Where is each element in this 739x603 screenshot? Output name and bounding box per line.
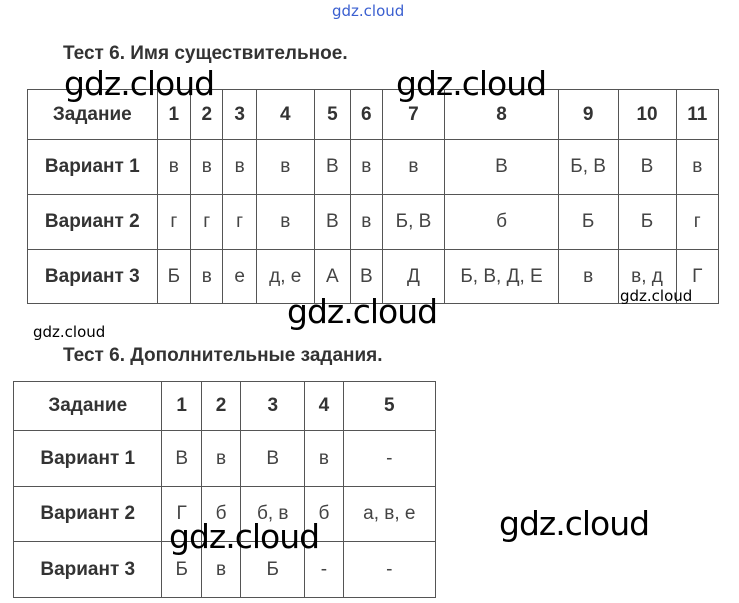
table-cell: Б — [161, 541, 202, 598]
table-cell: б — [200, 486, 242, 542]
table-cell: г — [675, 194, 720, 250]
table-cell: 1 — [156, 89, 192, 140]
row-label: Вариант 1 — [27, 139, 158, 195]
table-cell: 5 — [313, 89, 352, 140]
table-cell: В — [240, 430, 306, 487]
table-cell: В — [350, 249, 383, 304]
table-cell: в — [350, 194, 383, 250]
table-cell: Д — [381, 249, 446, 304]
table-cell: Б, В, Д, Е — [444, 249, 559, 304]
table-cell: в — [350, 139, 383, 195]
header-row: Задание 1 2 3 4 5 — [12, 381, 437, 431]
table-cell: В — [313, 194, 352, 250]
table-cell: в — [255, 139, 315, 195]
table-cell: г — [190, 194, 224, 250]
table-cell: б — [304, 486, 344, 542]
table-cell: Б — [617, 194, 677, 250]
table-cell: Г — [161, 486, 202, 542]
table-cell: в — [557, 249, 619, 304]
table-cell: 5 — [342, 381, 437, 431]
table-cell: Б, В — [381, 194, 446, 250]
row-label: Вариант 2 — [12, 486, 163, 542]
table-cell: 4 — [255, 89, 315, 140]
table-cell: 6 — [350, 89, 383, 140]
table-cell: в — [304, 430, 344, 487]
table-cell: - — [342, 541, 437, 598]
table-cell: в — [255, 194, 315, 250]
row-label: Задание — [12, 381, 163, 431]
table-cell: в, д — [617, 249, 677, 304]
table-cell: Б, В — [557, 139, 619, 195]
table-cell: б — [444, 194, 559, 250]
row-label: Задание — [27, 89, 158, 140]
watermark: gdz.cloud — [33, 323, 106, 341]
table-cell: в — [190, 139, 224, 195]
table-cell: Б — [156, 249, 192, 304]
table-cell: в — [200, 430, 242, 487]
table-cell: в — [222, 139, 257, 195]
table-cell: 9 — [557, 89, 619, 140]
table-cell: Г — [675, 249, 720, 304]
table-cell: В — [617, 139, 677, 195]
table-cell: а, в, е — [342, 486, 437, 542]
table-cell: в — [200, 541, 242, 598]
table-cell: 2 — [190, 89, 224, 140]
table-cell: д, е — [255, 249, 315, 304]
watermark: gdz.cloud — [499, 504, 650, 543]
watermark: gdz.cloud — [332, 2, 405, 20]
row-label: Вариант 3 — [12, 541, 163, 598]
table-cell: В — [161, 430, 202, 487]
row-label: Вариант 1 — [12, 430, 163, 487]
table-cell: - — [304, 541, 344, 598]
table-cell: А — [313, 249, 352, 304]
table-cell: в — [190, 249, 224, 304]
watermark: gdz.cloud — [396, 64, 547, 103]
table-cell: б, в — [240, 486, 306, 542]
watermark: gdz.cloud — [169, 517, 320, 556]
table-cell: 1 — [161, 381, 202, 431]
table-cell: 2 — [200, 381, 242, 431]
table-cell: Б — [240, 541, 306, 598]
table-cell: 3 — [222, 89, 257, 140]
table-cell: в — [675, 139, 720, 195]
table-cell: 3 — [240, 381, 306, 431]
test-title: Тест 6. Имя существительное. — [63, 43, 348, 64]
header-row: Задание 1 2 3 4 5 6 7 8 9 10 11 — [27, 89, 720, 140]
table-cell: В — [313, 139, 352, 195]
table-cell: 4 — [304, 381, 344, 431]
table-cell: е — [222, 249, 257, 304]
table-cell: 10 — [617, 89, 677, 140]
table-cell: В — [444, 139, 559, 195]
row-label: Вариант 3 — [27, 249, 158, 304]
extra-tasks-title: Тест 6. Дополнительные задания. — [63, 345, 383, 366]
table-cell: г — [222, 194, 257, 250]
table-cell: Б — [557, 194, 619, 250]
watermark: gdz.cloud — [287, 292, 438, 331]
table-cell: в — [381, 139, 446, 195]
watermark: gdz.cloud — [64, 64, 215, 103]
table-cell: 11 — [675, 89, 720, 140]
row-label: Вариант 2 — [27, 194, 158, 250]
table-cell: г — [156, 194, 192, 250]
watermark: gdz.cloud — [620, 287, 693, 305]
table-cell: - — [342, 430, 437, 487]
table-cell: 7 — [381, 89, 446, 140]
table-cell: в — [156, 139, 192, 195]
table-cell: 8 — [444, 89, 559, 140]
